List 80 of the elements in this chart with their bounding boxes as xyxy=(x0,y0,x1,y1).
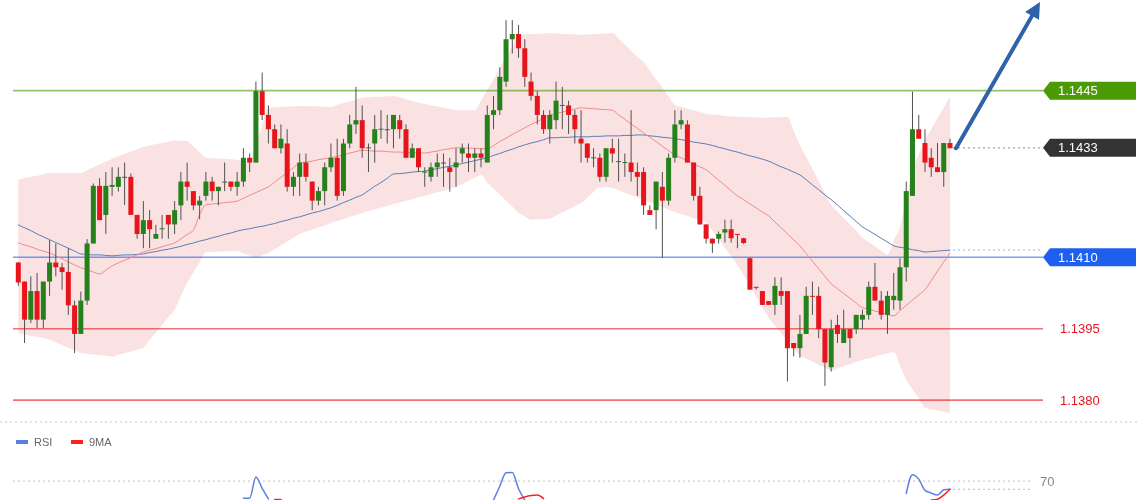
candlestick xyxy=(234,171,240,197)
candlestick xyxy=(397,114,403,140)
y-tick-label: 1.1445 xyxy=(1058,83,1098,99)
candlestick xyxy=(415,147,421,173)
text: 70 xyxy=(1040,473,1055,489)
candlestick xyxy=(290,171,296,197)
candlestick xyxy=(147,209,153,249)
candlestick xyxy=(878,290,884,321)
candlestick xyxy=(178,171,184,221)
y-tick-label: 1.1433 xyxy=(1058,140,1098,156)
candlestick xyxy=(322,162,328,206)
candlestick xyxy=(616,138,622,183)
candlestick xyxy=(459,143,465,164)
candlestick xyxy=(184,162,190,202)
candlestick xyxy=(384,114,390,144)
candlestick xyxy=(678,109,684,130)
candlestick xyxy=(703,223,709,244)
candlestick xyxy=(297,153,303,197)
candlestick xyxy=(722,219,728,244)
candlestick xyxy=(140,200,146,249)
candlestick xyxy=(222,162,228,192)
candlestick xyxy=(541,109,547,135)
candlestick xyxy=(622,153,628,178)
candlestick xyxy=(547,109,553,144)
candlestick xyxy=(797,314,803,359)
y-tick-label: 1.1380 xyxy=(1060,392,1100,408)
candlestick xyxy=(259,72,265,121)
candlestick xyxy=(172,200,178,235)
candlestick xyxy=(528,72,534,102)
candlestick xyxy=(203,171,209,202)
candlestick xyxy=(441,153,447,188)
candlestick xyxy=(309,181,315,211)
candlestick xyxy=(353,86,359,135)
candlestick xyxy=(609,138,615,164)
candlestick xyxy=(841,309,847,344)
candlestick xyxy=(347,114,353,149)
legend-label: RSI xyxy=(34,436,53,448)
y-tick-label: 1.1395 xyxy=(1060,321,1100,337)
candlestick xyxy=(509,19,515,55)
candlestick xyxy=(59,262,65,291)
candlestick xyxy=(190,190,196,211)
candlestick xyxy=(659,171,665,259)
legend-label: 9MA xyxy=(89,436,113,448)
candlestick xyxy=(315,186,321,206)
candlestick xyxy=(390,114,396,149)
candlestick xyxy=(303,153,309,183)
candlestick xyxy=(365,143,371,173)
candlestick xyxy=(566,100,572,135)
candlestick xyxy=(328,143,334,173)
candlestick xyxy=(153,224,159,240)
candlestick xyxy=(834,314,840,344)
candlestick xyxy=(916,114,922,140)
candlestick xyxy=(591,147,597,168)
candlestick xyxy=(934,142,940,173)
candlestick xyxy=(159,214,165,240)
candlestick xyxy=(922,128,928,173)
candlestick xyxy=(534,90,540,125)
candlestick xyxy=(122,162,128,206)
candlestick xyxy=(872,262,878,302)
y-tick-label: 1.1410 xyxy=(1058,249,1098,265)
candlestick xyxy=(647,204,653,216)
candlestick xyxy=(628,109,634,183)
candlestick xyxy=(278,123,284,154)
candlestick xyxy=(584,143,590,164)
candlestick xyxy=(240,147,246,188)
candlestick xyxy=(572,109,578,144)
candlestick xyxy=(247,153,253,173)
candlestick xyxy=(847,328,853,359)
candlestick xyxy=(516,24,522,59)
candlestick xyxy=(209,176,215,202)
candlestick xyxy=(265,104,271,144)
candlestick xyxy=(472,147,478,173)
candlestick xyxy=(772,276,778,316)
candlestick xyxy=(447,157,453,193)
candlestick xyxy=(466,143,472,173)
candlestick xyxy=(928,147,934,178)
candlestick xyxy=(491,95,497,130)
candlestick xyxy=(47,239,53,297)
candlestick xyxy=(478,147,484,168)
candlestick xyxy=(597,153,603,183)
